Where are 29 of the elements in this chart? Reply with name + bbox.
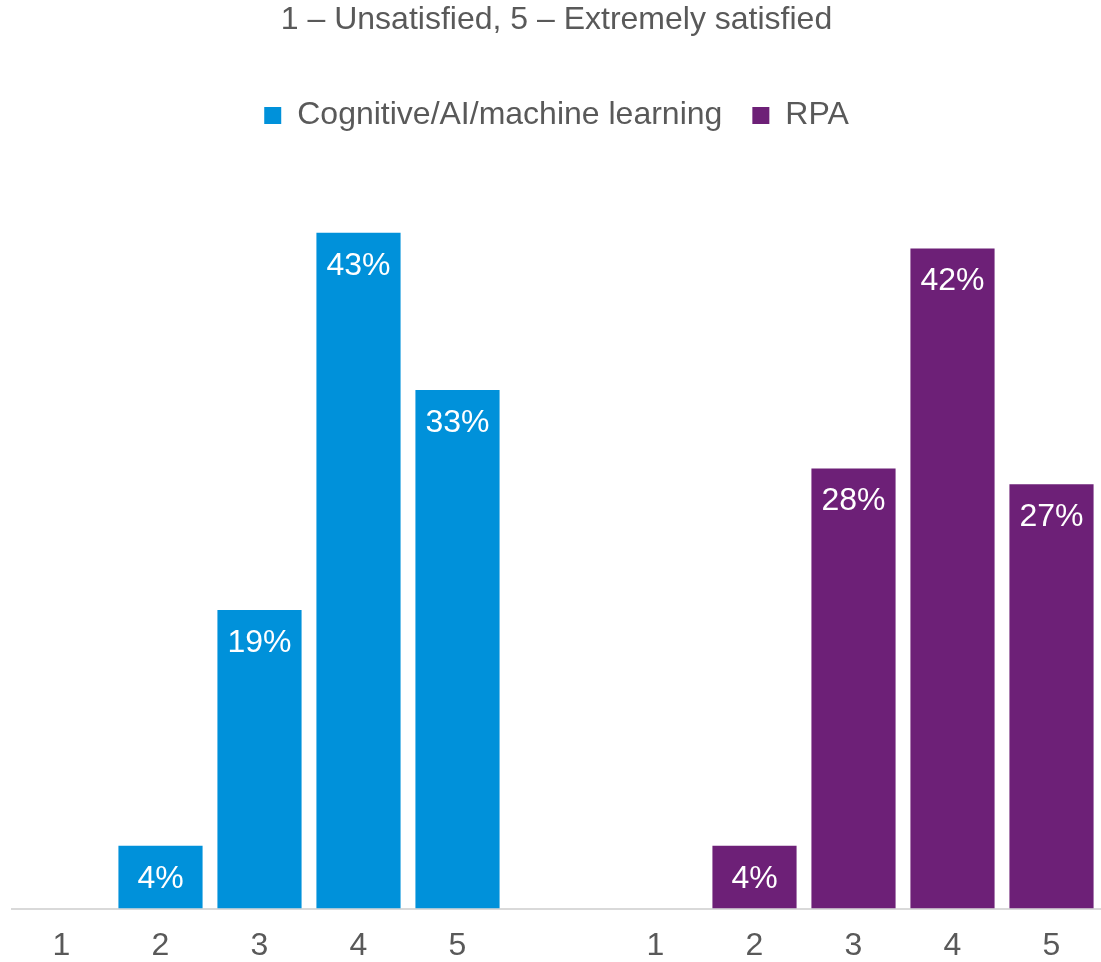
bar bbox=[118, 845, 203, 909]
x-tick-label: 4 bbox=[349, 925, 368, 962]
x-tick-label: 4 bbox=[943, 925, 962, 962]
x-tick-label: 1 bbox=[52, 925, 71, 962]
bar bbox=[316, 232, 401, 909]
bar bbox=[1009, 484, 1094, 909]
data-label: 4% bbox=[731, 858, 778, 895]
x-tick-label: 1 bbox=[646, 925, 665, 962]
legend-label: Cognitive/AI/machine learning bbox=[297, 95, 723, 132]
bar bbox=[415, 389, 500, 909]
data-label: 33% bbox=[425, 402, 490, 439]
legend-label: RPA bbox=[785, 95, 850, 132]
bar bbox=[910, 248, 995, 909]
data-label: 4% bbox=[137, 858, 184, 895]
data-label: 27% bbox=[1019, 497, 1084, 534]
x-tick-label: 5 bbox=[448, 925, 467, 962]
bar bbox=[811, 468, 896, 909]
data-label: 42% bbox=[920, 261, 985, 298]
bar bbox=[712, 845, 797, 909]
data-label: 19% bbox=[227, 622, 292, 659]
chart-title: 1 – Unsatisfied, 5 – Extremely satisfied bbox=[280, 0, 833, 37]
x-tick-label: 2 bbox=[745, 925, 764, 962]
x-tick-label: 5 bbox=[1042, 925, 1061, 962]
data-label: 28% bbox=[821, 481, 886, 518]
bar bbox=[217, 610, 302, 909]
x-tick-label: 3 bbox=[844, 925, 863, 962]
x-tick-label: 3 bbox=[250, 925, 269, 962]
x-tick-label: 2 bbox=[151, 925, 170, 962]
data-label: 43% bbox=[326, 245, 391, 282]
